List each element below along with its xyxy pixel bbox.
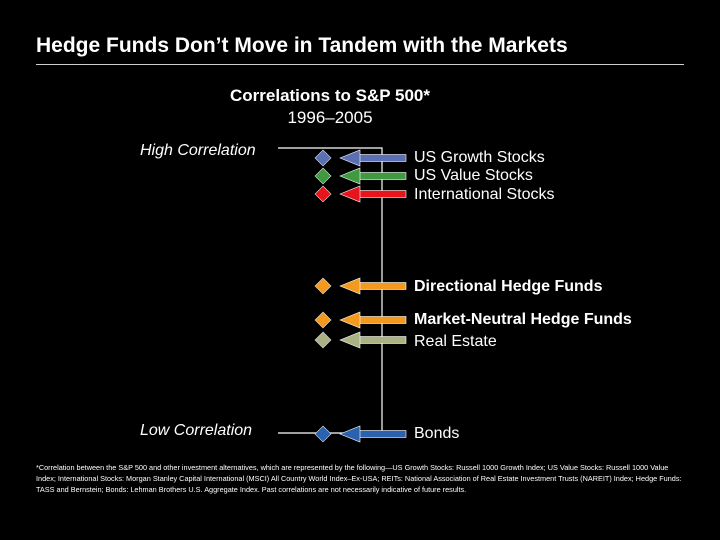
diagram-subtitle: Correlations to S&P 500* [230, 86, 430, 105]
arrow-head [339, 149, 361, 167]
slide-title: Hedge Funds Don’t Move in Tandem with th… [36, 34, 568, 57]
item-label: Market-Neutral Hedge Funds [414, 311, 632, 328]
correlation-item-5 [314, 331, 407, 349]
diamond-marker [314, 185, 332, 203]
arrow-head [339, 277, 361, 295]
arrow-shaft [357, 336, 407, 344]
low-correlation-label: Low Correlation [140, 422, 253, 439]
arrow-shaft [357, 172, 407, 180]
item-label: US Value Stocks [414, 167, 533, 184]
item-label: Real Estate [414, 333, 497, 350]
item-label: US Growth Stocks [414, 149, 545, 166]
item-label: International Stocks [414, 186, 555, 203]
diamond-marker [314, 331, 332, 349]
diamond-marker [314, 167, 332, 185]
arrow-head [339, 331, 361, 349]
arrow-shaft [357, 282, 407, 290]
correlation-item-4 [314, 311, 407, 329]
correlation-item-0 [314, 149, 407, 167]
arrow-shaft [357, 154, 407, 162]
footnote: *Correlation between the S&P 500 and oth… [36, 463, 682, 494]
arrow-shaft [357, 316, 407, 324]
item-label: Bonds [414, 425, 460, 442]
diamond-marker [314, 425, 332, 443]
correlation-item-2 [314, 185, 407, 203]
item-label: Directional Hedge Funds [414, 278, 603, 295]
diamond-marker [314, 311, 332, 329]
arrow-shaft [357, 430, 407, 438]
arrow-head [339, 167, 361, 185]
diamond-marker [314, 149, 332, 167]
period-label: 1996–2005 [287, 108, 373, 127]
correlation-item-3 [314, 277, 407, 295]
high-correlation-label: High Correlation [140, 142, 256, 159]
arrow-shaft [357, 190, 407, 198]
correlation-item-1 [314, 167, 407, 185]
diamond-marker [314, 277, 332, 295]
arrow-head [339, 185, 361, 203]
correlation-item-6 [314, 425, 407, 443]
title-divider [36, 64, 684, 65]
arrow-head [339, 425, 361, 443]
arrow-head [339, 311, 361, 329]
